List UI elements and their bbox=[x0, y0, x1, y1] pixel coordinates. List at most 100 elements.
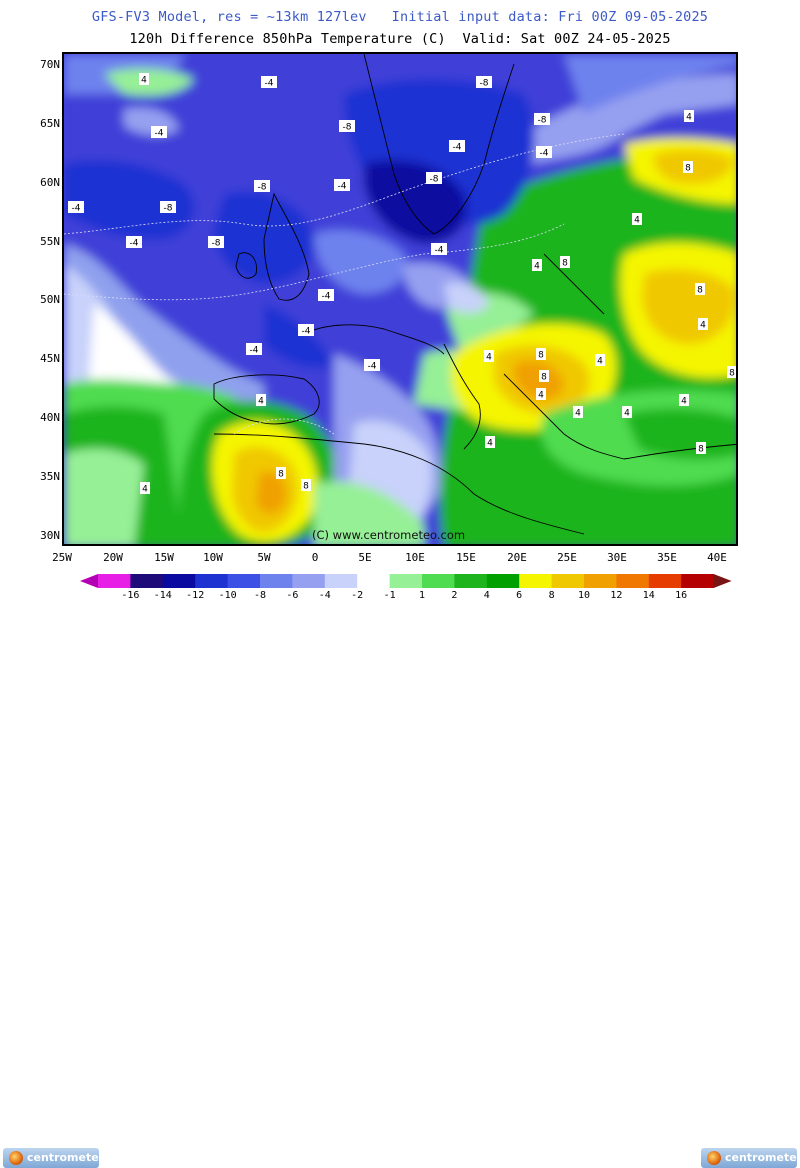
color-fill-field bbox=[64, 54, 736, 544]
contour-label: 4 bbox=[139, 73, 149, 86]
contour-label: 4 bbox=[679, 394, 689, 407]
contour-label-text: 4 bbox=[487, 439, 493, 449]
legend-swatch bbox=[389, 574, 423, 588]
logo-text: centrometeo bbox=[27, 1151, 107, 1164]
contour-label: -4 bbox=[298, 324, 314, 337]
contour-label-text: -4 bbox=[338, 182, 347, 192]
legend-tick-label: 4 bbox=[483, 590, 490, 601]
lon-label: 25E bbox=[557, 551, 577, 564]
contour-label: 4 bbox=[622, 406, 632, 419]
legend-swatch bbox=[486, 574, 520, 588]
lon-label: 15E bbox=[456, 551, 476, 564]
legend-swatch bbox=[130, 574, 164, 588]
lon-label: 15W bbox=[154, 551, 174, 564]
contour-value-labels: 4 -4 -8 -4 -8 -4 -8 -4 -8 -8 -4 -4 -8 -4 -8 -4 -4 -4 -4 -4 4… bbox=[68, 73, 736, 495]
contour-label: -4 bbox=[318, 289, 334, 302]
lat-label: 65N bbox=[40, 117, 60, 130]
lon-label: 0 bbox=[311, 551, 319, 564]
contour-label-text: 4 bbox=[681, 397, 687, 407]
contour-label: -8 bbox=[160, 201, 176, 214]
contour-label: 4 bbox=[256, 394, 266, 407]
contour-label: 8 bbox=[727, 366, 736, 379]
legend-tick-label: 16 bbox=[675, 590, 688, 601]
lon-label: 35E bbox=[657, 551, 677, 564]
contour-label: -4 bbox=[151, 126, 167, 139]
lon-label: 10W bbox=[203, 551, 223, 564]
contour-label: 8 bbox=[683, 161, 693, 174]
lat-label: 30N bbox=[40, 529, 60, 542]
legend-tick-label: -4 bbox=[318, 590, 331, 601]
contour-label-text: -4 bbox=[368, 362, 377, 372]
coastlines bbox=[213, 54, 736, 535]
contour-label: -4 bbox=[68, 201, 84, 214]
legend-swatch bbox=[324, 574, 358, 588]
logo-text: centrometeo bbox=[725, 1151, 800, 1164]
contour-label: 4 bbox=[632, 213, 642, 226]
lon-label: 25W bbox=[52, 551, 72, 564]
contour-label-text: 4 bbox=[534, 262, 540, 272]
contour-label-text: 4 bbox=[700, 321, 706, 331]
contour-label: 8 bbox=[301, 479, 311, 492]
contour-label: -4 bbox=[261, 76, 277, 89]
contour-label-text: -4 bbox=[265, 79, 274, 89]
contour-label-text: 8 bbox=[685, 164, 691, 174]
contour-label: 8 bbox=[696, 442, 706, 455]
contour-label-text: -8 bbox=[212, 239, 221, 249]
contour-label-text: -4 bbox=[250, 346, 259, 356]
contour-label: 4 bbox=[573, 406, 583, 419]
contour-label: -8 bbox=[339, 120, 355, 133]
lat-label: 70N bbox=[40, 58, 60, 71]
lon-label: 40E bbox=[707, 551, 727, 564]
lon-label: 20E bbox=[507, 551, 527, 564]
contour-label: -8 bbox=[208, 236, 224, 249]
contour-label: -4 bbox=[449, 140, 465, 153]
legend-swatch bbox=[551, 574, 585, 588]
contour-label-text: -4 bbox=[435, 246, 444, 256]
lat-label: 45N bbox=[40, 352, 60, 365]
legend-swatch bbox=[648, 574, 682, 588]
contour-label: -8 bbox=[534, 113, 550, 126]
contour-label-text: -8 bbox=[164, 204, 173, 214]
lat-label: 55N bbox=[40, 235, 60, 248]
map-panel: 4 -4 -8 -4 -8 -4 -8 -4 -8 -8 -4 -4 -8 -4 -8 -4 -4 -4 -4 -4 4… bbox=[62, 52, 738, 546]
legend-arrow-right bbox=[713, 574, 732, 588]
contour-label-text: 4 bbox=[142, 485, 148, 495]
credit-text: (C) www.centrometeo.com bbox=[312, 528, 466, 542]
legend-tick-label: -12 bbox=[186, 590, 205, 601]
legend-tick-label: 8 bbox=[548, 590, 555, 601]
legend-swatch bbox=[227, 574, 261, 588]
contour-label: -4 bbox=[334, 179, 350, 192]
centrometeo-logo-right: centrometeo bbox=[701, 1148, 800, 1168]
logo-emblem-icon bbox=[707, 1151, 721, 1165]
contour-label: 4 bbox=[140, 482, 150, 495]
contour-label-text: -4 bbox=[72, 204, 81, 214]
contour-label-text: 4 bbox=[624, 409, 630, 419]
contour-label-text: 4 bbox=[141, 76, 147, 86]
field-title: 120h Difference 850hPa Temperature (C) V… bbox=[129, 31, 671, 47]
contour-label-text: 8 bbox=[538, 351, 544, 361]
contour-label-text: -4 bbox=[322, 292, 331, 302]
lon-label: 10E bbox=[405, 551, 425, 564]
contour-label: -8 bbox=[426, 172, 442, 185]
contour-label-text: 8 bbox=[697, 286, 703, 296]
contour-label: 4 bbox=[536, 388, 546, 401]
contour-label: 4 bbox=[684, 110, 694, 123]
contour-label-text: -4 bbox=[130, 239, 139, 249]
contour-label-text: 4 bbox=[575, 409, 581, 419]
legend-swatch bbox=[454, 574, 488, 588]
contour-label-text: 8 bbox=[698, 445, 704, 455]
contour-lines bbox=[64, 133, 625, 435]
contour-label-text: 8 bbox=[562, 259, 568, 269]
contour-label-text: -8 bbox=[343, 123, 352, 133]
legend-swatch bbox=[681, 574, 715, 588]
contour-label: 8 bbox=[539, 370, 549, 383]
legend-tick-label: 12 bbox=[610, 590, 623, 601]
contour-label-text: 4 bbox=[634, 216, 640, 226]
centrometeo-logo-left: centrometeo bbox=[3, 1148, 106, 1168]
lon-label: 5E bbox=[358, 551, 372, 564]
legend-tick-label: -8 bbox=[253, 590, 267, 601]
model-title: GFS-FV3 Model, res = ~13km 127lev Initia… bbox=[91, 9, 709, 25]
legend-arrow-left bbox=[80, 574, 98, 588]
contour-label: 8 bbox=[536, 348, 546, 361]
legend-swatch bbox=[292, 574, 326, 588]
